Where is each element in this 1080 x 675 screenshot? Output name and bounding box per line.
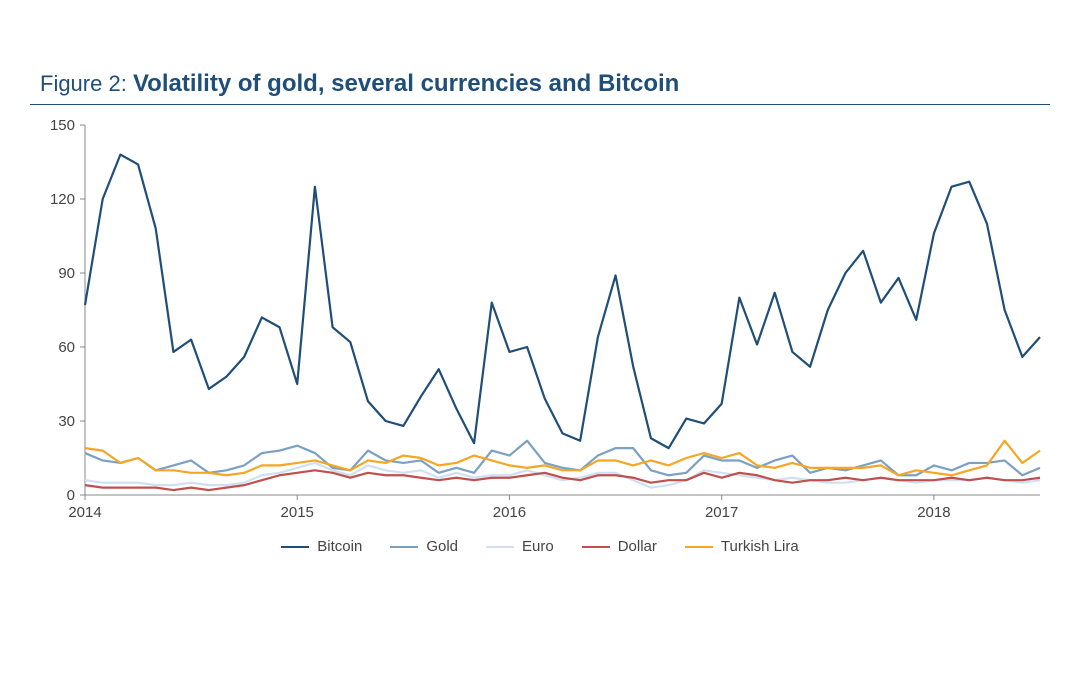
legend-item: Euro — [486, 538, 554, 555]
legend-label: Gold — [426, 538, 458, 555]
legend-swatch — [390, 546, 418, 548]
legend-swatch — [582, 546, 610, 548]
figure-container: Figure 2: Volatility of gold, several cu… — [0, 0, 1080, 675]
x-tick-label: 2017 — [705, 504, 738, 521]
legend-swatch — [685, 546, 713, 548]
chart-area: 0 30 60 90 120 150 2014 2015 2016 2017 2018 — [30, 115, 1050, 530]
figure-label: Figure 2: — [40, 71, 133, 96]
legend-label: Bitcoin — [317, 538, 362, 555]
x-tick-label: 2018 — [917, 504, 950, 521]
legend-swatch — [486, 546, 514, 548]
legend-item: Turkish Lira — [685, 538, 799, 555]
legend: Bitcoin Gold Euro Dollar Turkish Lira — [30, 538, 1050, 555]
y-tick-label: 120 — [50, 191, 75, 208]
legend-label: Euro — [522, 538, 554, 555]
y-tick-label: 0 — [67, 487, 75, 504]
y-tick-label: 150 — [50, 117, 75, 134]
y-tick-label: 60 — [58, 339, 75, 356]
legend-label: Turkish Lira — [721, 538, 799, 555]
legend-item: Bitcoin — [281, 538, 362, 555]
legend-item: Gold — [390, 538, 458, 555]
legend-label: Dollar — [618, 538, 657, 555]
y-tick-label: 30 — [58, 413, 75, 430]
line-chart: 0 30 60 90 120 150 2014 2015 2016 2017 2018 — [30, 115, 1050, 525]
legend-item: Dollar — [582, 538, 657, 555]
legend-swatch — [281, 546, 309, 548]
figure-title: Volatility of gold, several currencies a… — [133, 70, 679, 97]
title-row: Figure 2: Volatility of gold, several cu… — [30, 70, 1050, 105]
x-tick-label: 2015 — [281, 504, 314, 521]
x-tick-label: 2014 — [68, 504, 101, 521]
x-tick-label: 2016 — [493, 504, 526, 521]
y-tick-label: 90 — [58, 265, 75, 282]
